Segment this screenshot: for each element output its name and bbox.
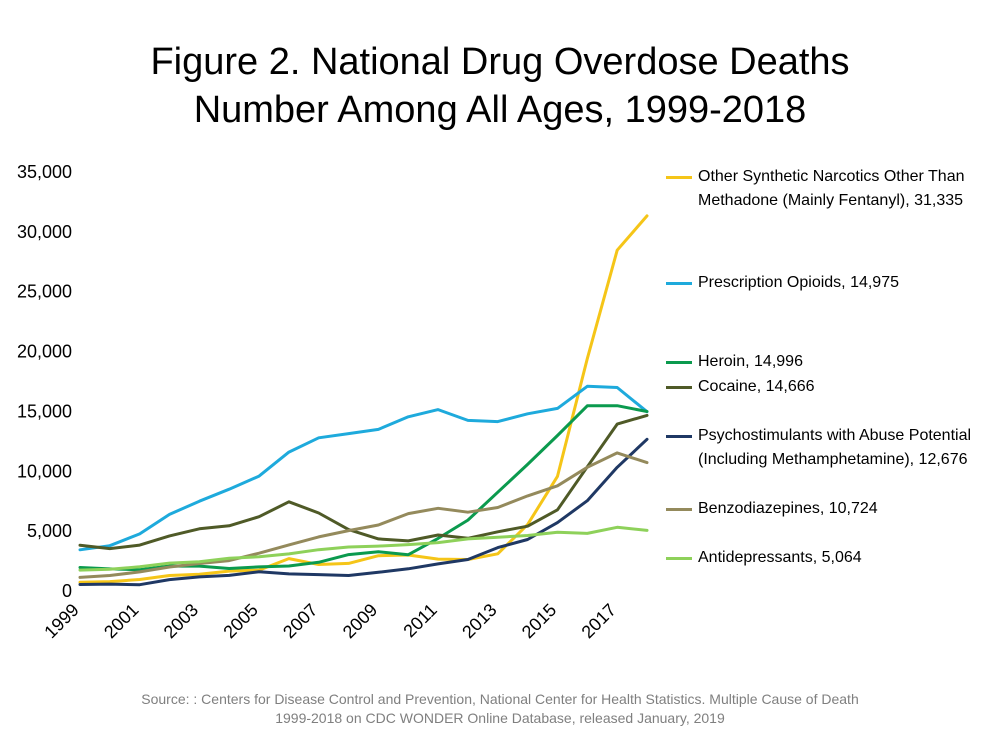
legend-label-psychostimulants: Psychostimulants with Abuse Potential (I… bbox=[698, 427, 972, 468]
x-tick-label: 2013 bbox=[458, 600, 500, 642]
y-tick-label: 15,000 bbox=[17, 401, 72, 421]
x-tick-label: 2001 bbox=[100, 600, 142, 642]
legend-swatch-fentanyl bbox=[666, 176, 692, 179]
y-axis: 0 5,000 10,000 15,000 20,000 25,000 30,000 35,0… bbox=[17, 162, 72, 601]
series-line-6 bbox=[78, 525, 649, 572]
y-tick-label: 0 bbox=[62, 581, 72, 601]
legend-label-heroin: Heroin, 14,996 bbox=[698, 353, 803, 370]
x-tick-label: 2015 bbox=[518, 600, 560, 642]
series-line-3 bbox=[78, 413, 649, 551]
legend-label-antidepressants: Antidepressants, 5,064 bbox=[698, 549, 862, 566]
y-tick-label: 35,000 bbox=[17, 162, 72, 182]
series-line-1 bbox=[78, 384, 649, 552]
y-tick-label: 25,000 bbox=[17, 282, 72, 302]
legend-label-fentanyl: Other Synthetic Narcotics Other Than Met… bbox=[698, 168, 965, 209]
chart-title: Figure 2. National Drug Overdose Deaths … bbox=[0, 38, 1000, 134]
source-line2: 1999-2018 on CDC WONDER Online Database,… bbox=[275, 710, 725, 726]
legend-label-prescription-opioids: Prescription Opioids, 14,975 bbox=[698, 274, 899, 291]
chart-title-line1: Figure 2. National Drug Overdose Deaths bbox=[150, 41, 850, 83]
series-line-5 bbox=[78, 451, 649, 579]
y-tick-label: 20,000 bbox=[17, 342, 72, 362]
x-tick-label: 2011 bbox=[399, 600, 441, 642]
legend-swatch-cocaine bbox=[666, 386, 692, 389]
y-tick-label: 10,000 bbox=[17, 461, 72, 481]
y-tick-label: 30,000 bbox=[17, 222, 72, 242]
x-tick-label: 2007 bbox=[279, 600, 321, 642]
x-tick-label: 2005 bbox=[219, 600, 261, 642]
x-tick-label: 1999 bbox=[40, 600, 82, 642]
source-note: Source: : Centers for Disease Control an… bbox=[0, 690, 1000, 728]
x-tick-label: 2009 bbox=[339, 600, 381, 642]
legend-label-benzodiazepines: Benzodiazepines, 10,724 bbox=[698, 500, 878, 517]
legend-swatch-psychostimulants bbox=[666, 435, 692, 438]
x-tick-label: 2017 bbox=[578, 600, 620, 642]
legend-swatch-antidepressants bbox=[666, 557, 692, 560]
legend-swatch-prescription-opioids bbox=[666, 282, 692, 285]
series-lines bbox=[78, 214, 649, 587]
legend-label-cocaine: Cocaine, 14,666 bbox=[698, 378, 815, 395]
legend-swatch-benzodiazepines bbox=[666, 508, 692, 511]
series-line-0 bbox=[78, 214, 649, 584]
series-line-4 bbox=[78, 437, 649, 587]
source-line1: Source: : Centers for Disease Control an… bbox=[141, 691, 859, 707]
legend-swatch-heroin bbox=[666, 361, 692, 364]
y-tick-label: 5,000 bbox=[27, 521, 72, 541]
chart-title-line2: Number Among All Ages, 1999-2018 bbox=[193, 89, 807, 131]
x-tick-label: 2003 bbox=[160, 600, 202, 642]
x-axis: 1999 2001 2003 2005 2007 2009 2011 2013 2015 2017 bbox=[40, 600, 620, 642]
